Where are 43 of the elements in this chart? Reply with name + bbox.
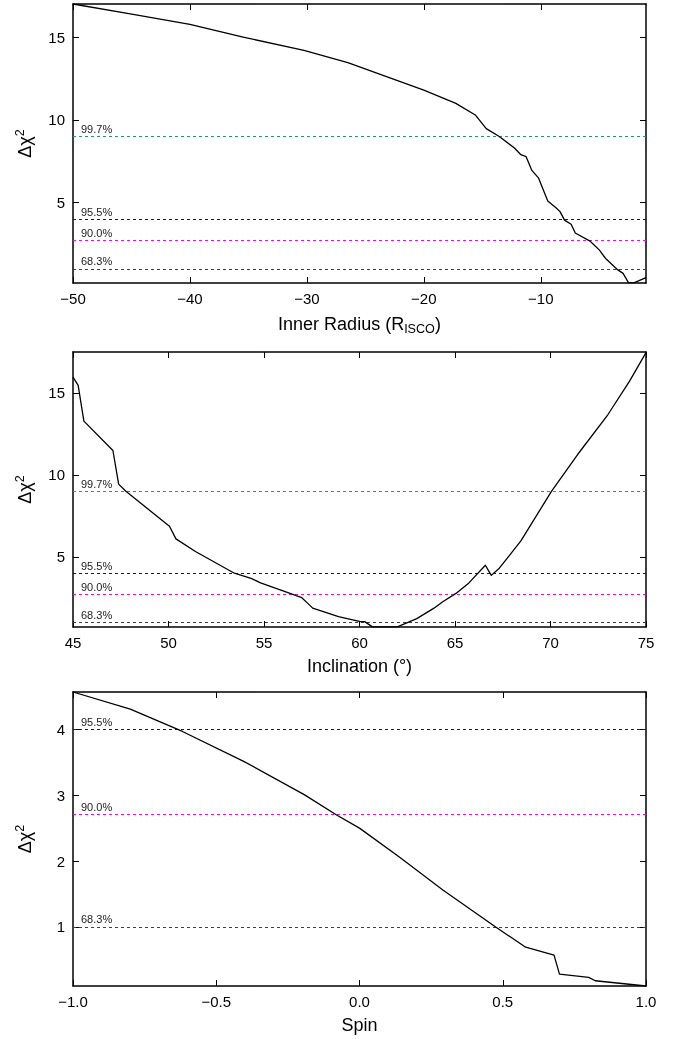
x-tick-label: −50 (60, 290, 86, 307)
y-axis-title: Δχ2 (12, 824, 36, 854)
x-tick-label: 0.0 (349, 993, 370, 1010)
x-tick-label: 65 (446, 634, 464, 651)
annotation: 90.0% (81, 580, 113, 593)
x-tick-label: −30 (294, 290, 320, 307)
y-axis-title: Δχ2 (12, 129, 36, 158)
y-tick-label: 15 (48, 28, 65, 46)
annotation: 68.3% (81, 608, 113, 621)
y-tick-label: 10 (48, 466, 65, 484)
x-tick-label: 0.5 (492, 993, 514, 1010)
annotation: 90.0% (81, 227, 113, 240)
annotation: 90.0% (81, 800, 113, 813)
annotation: 95.5% (81, 715, 113, 728)
x-tick-label: 75 (637, 634, 655, 651)
y-tick-label: 15 (48, 384, 65, 402)
x-tick-label: −0.5 (201, 993, 232, 1010)
annotation: 95.5% (81, 205, 113, 218)
x-tick-label: −20 (411, 290, 437, 307)
y-tick-label: 4 (56, 720, 65, 738)
y-tick-label: 3 (56, 786, 65, 804)
y-tick-label: 5 (56, 194, 65, 212)
x-tick-label: 55 (255, 634, 273, 651)
x-tick-label: −40 (177, 290, 203, 307)
x-tick-label: 70 (542, 634, 559, 651)
x-tick-label: −10 (528, 290, 554, 307)
y-tick-label: 1 (56, 918, 65, 936)
annotation: 68.3% (81, 255, 113, 268)
x-axis-title: Inclination (°) (306, 656, 413, 676)
annotation: 99.7% (81, 122, 113, 135)
annotation: 68.3% (81, 913, 113, 926)
x-tick-label: 50 (160, 634, 177, 651)
x-tick-label: 60 (351, 634, 368, 651)
x-tick-label: −1.0 (58, 993, 88, 1010)
annotation: 99.7% (81, 477, 113, 490)
x-axis-title: Spin (341, 1015, 378, 1035)
y-tick-label: 2 (56, 852, 65, 870)
x-tick-label: 1.0 (635, 993, 657, 1010)
annotation: 95.5% (81, 559, 113, 572)
y-tick-label: 5 (56, 548, 65, 566)
y-tick-label: 10 (48, 111, 65, 129)
x-tick-label: 45 (64, 634, 82, 651)
y-axis-title: Δχ2 (12, 475, 36, 504)
